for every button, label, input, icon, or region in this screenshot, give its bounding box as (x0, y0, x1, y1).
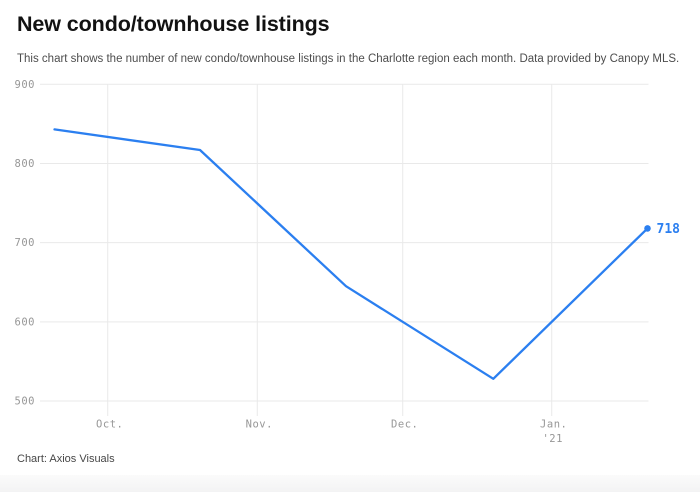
end-value-label: 718 (657, 222, 681, 237)
chart-credit: Chart: Axios Visuals (17, 453, 115, 465)
y-tick-label: 800 (15, 158, 35, 170)
end-point-dot (644, 225, 651, 232)
y-tick-label: 600 (15, 316, 35, 328)
series-line (53, 128, 649, 380)
x-tick-label: Dec. (391, 419, 418, 431)
x-tick-label: Jan. (540, 419, 567, 431)
y-tick-label: 500 (15, 396, 35, 408)
y-tick-label: 700 (15, 237, 35, 249)
x-tick-label: Oct. (96, 419, 123, 431)
x-tick-year-label: '21 (542, 433, 562, 445)
y-tick-label: 900 (15, 79, 35, 91)
chart-title: New condo/townhouse listings (17, 12, 330, 36)
x-tick-label: Nov. (246, 419, 273, 431)
chart-subtitle: This chart shows the number of new condo… (17, 53, 680, 65)
chart-header: New condo/townhouse listings This chart … (17, 0, 683, 65)
bottom-strip (0, 475, 700, 492)
